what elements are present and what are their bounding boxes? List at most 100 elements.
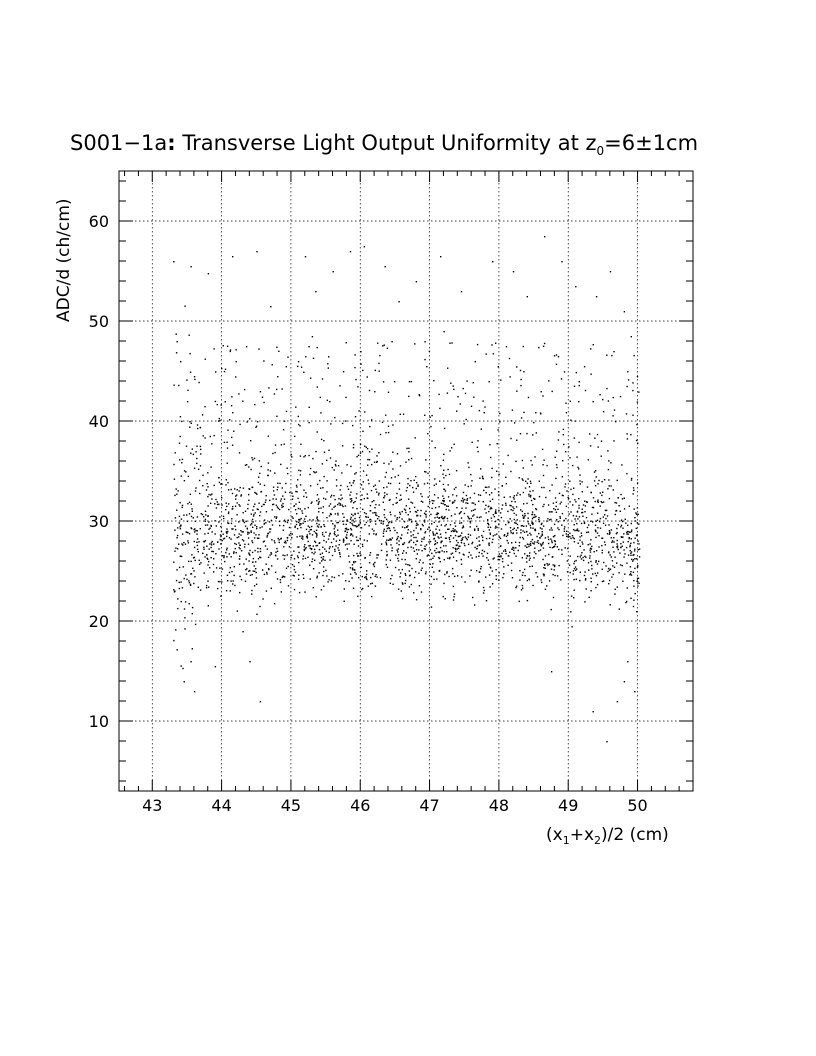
data-point: [444, 525, 446, 527]
data-point: [256, 613, 258, 615]
data-point: [532, 503, 534, 506]
data-point: [239, 505, 241, 507]
data-point: [581, 491, 583, 493]
data-point: [385, 563, 387, 566]
data-point: [350, 498, 353, 500]
data-point: [303, 549, 306, 552]
data-point: [575, 371, 577, 374]
data-point: [476, 525, 478, 528]
data-point: [272, 498, 274, 500]
data-point: [342, 513, 344, 515]
data-point: [492, 538, 494, 541]
data-point: [191, 648, 193, 650]
data-point: [452, 385, 454, 387]
data-point: [252, 570, 254, 572]
data-point: [516, 523, 519, 526]
data-point: [259, 550, 262, 553]
data-point: [387, 482, 390, 484]
data-point: [568, 497, 570, 500]
data-point: [526, 296, 528, 298]
data-point: [517, 492, 519, 494]
data-point: [524, 553, 526, 555]
data-point: [355, 497, 357, 499]
data-point: [180, 475, 182, 477]
data-point: [621, 545, 623, 547]
data-point: [334, 524, 336, 527]
data-point: [440, 541, 442, 544]
data-point: [275, 551, 277, 553]
data-point: [276, 547, 278, 550]
x-tick-label: 47: [419, 796, 439, 815]
data-point: [317, 503, 319, 506]
data-point: [288, 526, 291, 529]
data-point: [487, 526, 489, 528]
data-point: [293, 550, 295, 552]
data-point: [396, 453, 399, 455]
data-point: [252, 459, 254, 461]
data-point: [516, 519, 518, 521]
data-point: [384, 266, 386, 268]
data-point: [287, 519, 289, 521]
data-point: [507, 454, 509, 457]
data-point: [187, 475, 190, 478]
data-point: [510, 420, 513, 422]
data-point: [329, 503, 332, 505]
data-point: [476, 537, 478, 539]
data-point: [296, 513, 298, 515]
data-point: [486, 552, 489, 555]
data-point: [614, 593, 616, 595]
data-point: [562, 534, 564, 537]
data-point: [602, 491, 604, 493]
data-point: [235, 498, 237, 500]
data-point: [309, 377, 312, 379]
data-point: [345, 536, 347, 538]
data-point: [596, 532, 599, 534]
data-point: [323, 585, 325, 587]
data-point: [365, 575, 367, 578]
data-point: [399, 576, 401, 578]
data-point: [187, 389, 189, 391]
data-point: [415, 527, 417, 529]
data-point: [573, 562, 575, 565]
data-point: [183, 681, 185, 683]
data-point: [485, 512, 487, 514]
data-point: [247, 531, 249, 533]
data-point: [182, 566, 184, 568]
data-point: [535, 553, 537, 555]
data-point: [596, 433, 599, 436]
data-point: [531, 565, 533, 567]
data-point: [622, 580, 624, 582]
data-point: [442, 517, 444, 520]
data-point: [607, 468, 610, 471]
data-point: [378, 480, 381, 482]
data-point: [475, 548, 478, 550]
data-point: [272, 503, 274, 506]
data-point: [553, 569, 555, 571]
data-point: [407, 564, 409, 566]
data-point: [462, 553, 464, 555]
data-point: [226, 574, 229, 576]
data-point: [196, 541, 198, 543]
data-point: [463, 542, 465, 545]
data-point: [557, 439, 560, 441]
data-point: [219, 567, 221, 569]
data-point: [320, 507, 322, 509]
data-point: [294, 571, 297, 573]
data-point: [618, 572, 620, 574]
data-point: [194, 528, 196, 530]
data-point: [291, 537, 293, 539]
data-point: [425, 544, 428, 546]
data-point: [339, 489, 341, 491]
data-point: [488, 505, 490, 507]
data-point: [630, 538, 632, 540]
x-tick-label: 44: [211, 796, 231, 815]
data-point: [268, 568, 270, 570]
data-point: [302, 558, 304, 560]
data-point: [555, 501, 558, 503]
data-point: [446, 551, 448, 553]
data-point: [368, 389, 371, 392]
data-point: [179, 528, 182, 530]
data-point: [461, 497, 464, 499]
data-point: [308, 545, 310, 547]
data-point: [527, 523, 530, 525]
